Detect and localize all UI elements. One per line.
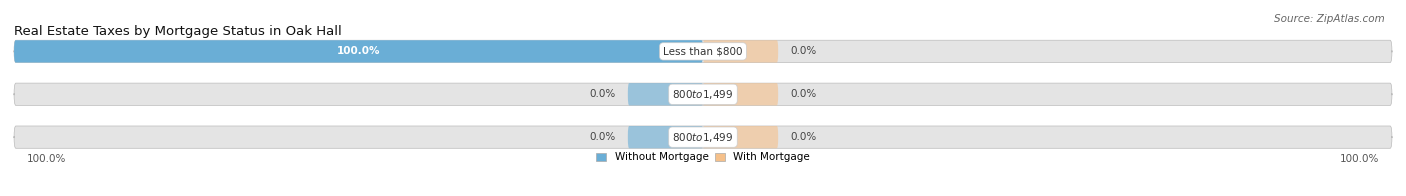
Text: Real Estate Taxes by Mortgage Status in Oak Hall: Real Estate Taxes by Mortgage Status in … [14,25,342,38]
FancyBboxPatch shape [703,126,778,148]
Text: 100.0%: 100.0% [27,154,66,164]
FancyBboxPatch shape [628,126,703,148]
FancyBboxPatch shape [703,40,778,63]
Text: 0.0%: 0.0% [790,132,817,142]
Text: 0.0%: 0.0% [790,89,817,99]
FancyBboxPatch shape [14,40,1392,63]
Text: $800 to $1,499: $800 to $1,499 [672,131,734,144]
FancyBboxPatch shape [628,83,703,105]
Text: $800 to $1,499: $800 to $1,499 [672,88,734,101]
Text: 0.0%: 0.0% [589,89,616,99]
FancyBboxPatch shape [703,83,778,105]
Text: 0.0%: 0.0% [589,132,616,142]
Text: Source: ZipAtlas.com: Source: ZipAtlas.com [1274,14,1385,24]
Text: 100.0%: 100.0% [1340,154,1379,164]
FancyBboxPatch shape [14,83,1392,105]
FancyBboxPatch shape [14,126,1392,148]
Legend: Without Mortgage, With Mortgage: Without Mortgage, With Mortgage [592,148,814,166]
FancyBboxPatch shape [14,40,703,63]
Text: 0.0%: 0.0% [790,46,817,56]
Text: 100.0%: 100.0% [337,46,380,56]
Text: Less than $800: Less than $800 [664,46,742,56]
